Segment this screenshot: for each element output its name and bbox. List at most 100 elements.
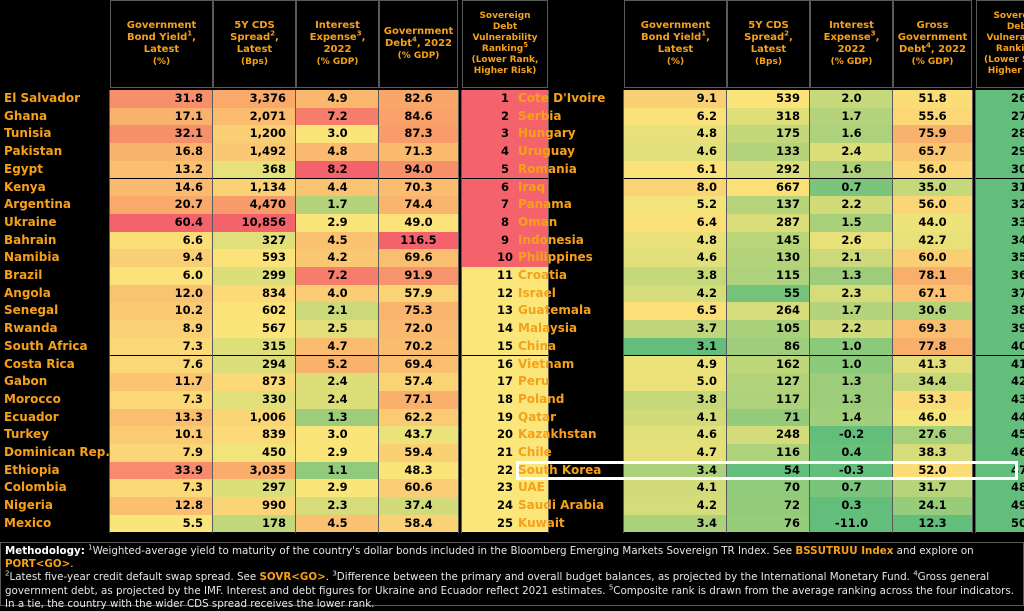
right-country-name: Saudi Arabia [518,498,605,513]
right-country-name: Vietnam [518,356,575,371]
right-header-3: Interest Expense3, 2022 (% GDP) [810,0,893,88]
header-unit: (Bps) [755,57,782,67]
right-interest-expense-cell: 1.6 [810,160,893,179]
fn1-text-a: Weighted-average yield to maturity of th… [92,545,796,557]
right-country-name: Poland [518,391,565,406]
left-bond-yield-cell: 14.6 [110,178,213,197]
left-country-name: Argentina [4,197,71,212]
right-country-name: UAE [518,480,545,495]
fn5-sup: 5 [608,583,614,592]
bssutruu-link[interactable]: BSSUTRUU Index [795,545,894,557]
right-bond-yield-cell: 3.4 [624,514,727,533]
left-header-1: Government Bond Yield1, Latest (%) [110,0,213,88]
left-interest-expense-cell: 2.4 [296,373,379,391]
left-cds-spread-cell: 1,134 [213,178,296,197]
right-vulnerability-rank-cell: 31 [976,178,1024,197]
header-tail: , 2022 [323,32,366,55]
left-government-debt-cell: 59.4 [379,444,458,462]
right-bond-yield-cell: 4.6 [624,426,727,444]
left-government-debt-cell: 74.4 [379,196,458,214]
left-column-divider [212,90,213,533]
header-label: Government Bond Yield [126,20,197,43]
left-cds-spread-cell: 4,470 [213,196,296,214]
left-cds-spread-cell: 297 [213,479,296,498]
header-label: 5Y CDS Spread [230,20,275,43]
left-country-name: Namibia [4,250,60,265]
left-bond-yield-cell: 10.2 [110,302,213,321]
header-label: 5Y CDS Spread [744,20,789,43]
right-government-debt-cell: 38.3 [893,444,972,462]
left-cds-spread-cell: 368 [213,160,296,179]
left-vulnerability-rank-cell: 8 [462,213,548,232]
right-column-divider [972,90,973,533]
port-link[interactable]: PORT<GO> [5,558,71,571]
right-interest-expense-cell: 1.7 [810,107,893,126]
right-vulnerability-rank-cell: 35 [976,249,1024,267]
sovr-link[interactable]: SOVR<GO> [259,571,326,584]
left-cds-spread-cell: 3,376 [213,90,296,108]
right-government-debt-cell: 65.7 [893,143,972,161]
header-tail: , 2022 [930,44,967,55]
left-bond-yield-cell: 16.8 [110,143,213,161]
left-cds-spread-cell: 294 [213,355,296,374]
right-vulnerability-rank-cell: 37 [976,284,1024,303]
right-column-divider [726,90,727,533]
right-government-debt-cell: 69.3 [893,320,972,338]
header-tail: , Latest [236,32,279,55]
right-vulnerability-rank-cell: 48 [976,479,1024,498]
left-interest-expense-cell: 4.8 [296,143,379,161]
header-footnote-ref: 2 [784,29,790,38]
left-bond-yield-cell: 60.4 [110,213,213,232]
right-country-name: Kazakhstan [518,427,597,442]
left-bond-yield-cell: 17.1 [110,107,213,126]
left-bond-yield-cell: 13.3 [110,408,213,427]
left-government-debt-cell: 82.6 [379,90,458,108]
left-country-name: Ghana [4,108,48,123]
left-header-2: 5Y CDS Spread2, Latest (Bps) [213,0,296,88]
left-vulnerability-rank-cell: 13 [462,302,548,321]
header-unit: (%) [152,57,171,67]
right-interest-expense-cell: 2.1 [810,249,893,267]
right-country-name: Malaysia [518,321,578,336]
right-interest-expense-cell: 0.7 [810,178,893,197]
left-interest-expense-cell: 1.1 [296,461,379,480]
left-government-debt-cell: 60.6 [379,479,458,498]
right-bond-yield-cell: 9.1 [624,90,727,108]
header-label: Interest Expense [309,20,360,43]
fn2-text-a: Latest five-year credit default swap spr… [9,571,260,584]
left-country-name: Ethiopia [4,462,60,477]
fn1-text-b: and explore on [893,545,974,557]
left-government-debt-cell: 70.3 [379,178,458,197]
right-government-debt-cell: 77.8 [893,337,972,356]
left-country-name: Ecuador [4,409,59,424]
left-cds-spread-cell: 178 [213,514,296,533]
left-vulnerability-rank-cell: 4 [462,143,548,161]
right-cds-spread-cell: 133 [727,143,810,161]
left-interest-expense-cell: 2.4 [296,390,379,409]
header-footnote-ref: 3 [870,29,876,38]
right-vulnerability-rank-cell: 43 [976,390,1024,409]
right-country-name: Guatemala [518,303,592,318]
left-cds-spread-cell: 450 [213,444,296,462]
right-cds-spread-cell: 175 [727,125,810,144]
right-vulnerability-rank-cell: 33 [976,213,1024,232]
right-bond-yield-cell: 4.1 [624,408,727,427]
right-cds-spread-cell: 71 [727,408,810,427]
right-interest-expense-cell: 2.4 [810,143,893,161]
right-header-4: Gross Government Debt4, 2022 (% GDP) [893,0,972,88]
left-cds-spread-cell: 10,856 [213,213,296,232]
left-cds-spread-cell: 2,071 [213,107,296,126]
right-vulnerability-rank-cell: 47 [976,461,1024,480]
right-country-name: Hungary [518,126,576,141]
left-government-debt-cell: 57.9 [379,284,458,303]
header-label: Sovereign Debt Vulnerability Ranking [986,11,1024,54]
right-country-name: Qatar [518,409,557,424]
left-interest-expense-cell: 2.9 [296,213,379,232]
right-vulnerability-rank-cell: 29 [976,143,1024,161]
left-interest-expense-cell: 1.3 [296,408,379,427]
right-interest-expense-cell: 1.3 [810,373,893,391]
right-country-name: Croatia [518,268,568,282]
left-country-name: Pakistan [4,144,63,159]
left-vulnerability-rank-cell: 9 [462,231,548,250]
right-cds-spread-cell: 292 [727,160,810,179]
